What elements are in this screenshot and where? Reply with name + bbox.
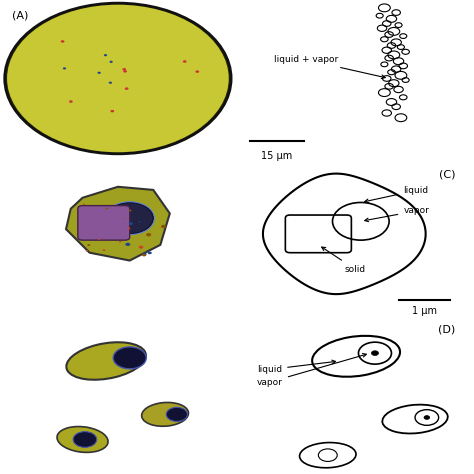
Polygon shape: [66, 187, 170, 261]
Circle shape: [103, 249, 105, 251]
Circle shape: [113, 347, 146, 369]
Ellipse shape: [142, 402, 189, 426]
Text: 1 μm: 1 μm: [412, 306, 437, 316]
Circle shape: [109, 82, 112, 84]
Circle shape: [7, 5, 229, 152]
Text: (C): (C): [438, 170, 455, 180]
Text: liquid + vapor: liquid + vapor: [273, 55, 385, 79]
Circle shape: [139, 246, 143, 249]
Text: 15 μm: 15 μm: [262, 151, 293, 161]
Circle shape: [63, 67, 66, 70]
Circle shape: [5, 3, 231, 154]
Circle shape: [372, 351, 379, 356]
Circle shape: [87, 244, 91, 246]
Circle shape: [161, 225, 166, 228]
Circle shape: [119, 241, 121, 243]
Circle shape: [146, 233, 151, 237]
Ellipse shape: [66, 342, 146, 380]
Circle shape: [106, 208, 109, 210]
Circle shape: [73, 432, 97, 447]
Circle shape: [123, 70, 127, 73]
Circle shape: [98, 238, 100, 240]
Circle shape: [142, 254, 146, 256]
Text: vapor: vapor: [257, 354, 366, 386]
Circle shape: [125, 87, 128, 90]
Text: vapor: vapor: [365, 207, 429, 222]
Text: solid: solid: [322, 247, 365, 273]
Circle shape: [148, 252, 152, 254]
Text: (A): (A): [12, 11, 28, 21]
Circle shape: [109, 61, 113, 63]
Circle shape: [143, 252, 146, 255]
Circle shape: [69, 100, 73, 103]
Circle shape: [106, 202, 153, 234]
Text: liquid: liquid: [365, 186, 428, 202]
Circle shape: [61, 40, 64, 43]
Text: (D): (D): [438, 325, 455, 335]
Circle shape: [128, 228, 130, 229]
Circle shape: [104, 54, 107, 56]
Circle shape: [98, 72, 101, 74]
Circle shape: [129, 222, 133, 225]
Circle shape: [183, 60, 187, 63]
Circle shape: [143, 253, 146, 256]
Circle shape: [125, 243, 130, 246]
Circle shape: [424, 416, 429, 419]
Circle shape: [110, 110, 114, 112]
Circle shape: [138, 221, 140, 222]
Circle shape: [83, 204, 85, 205]
Circle shape: [195, 70, 199, 73]
Ellipse shape: [57, 427, 108, 452]
Circle shape: [166, 407, 188, 421]
Circle shape: [122, 68, 126, 71]
FancyBboxPatch shape: [78, 206, 130, 240]
Circle shape: [86, 250, 88, 252]
Text: liquid: liquid: [257, 360, 336, 374]
Circle shape: [123, 218, 124, 219]
Circle shape: [129, 210, 132, 211]
